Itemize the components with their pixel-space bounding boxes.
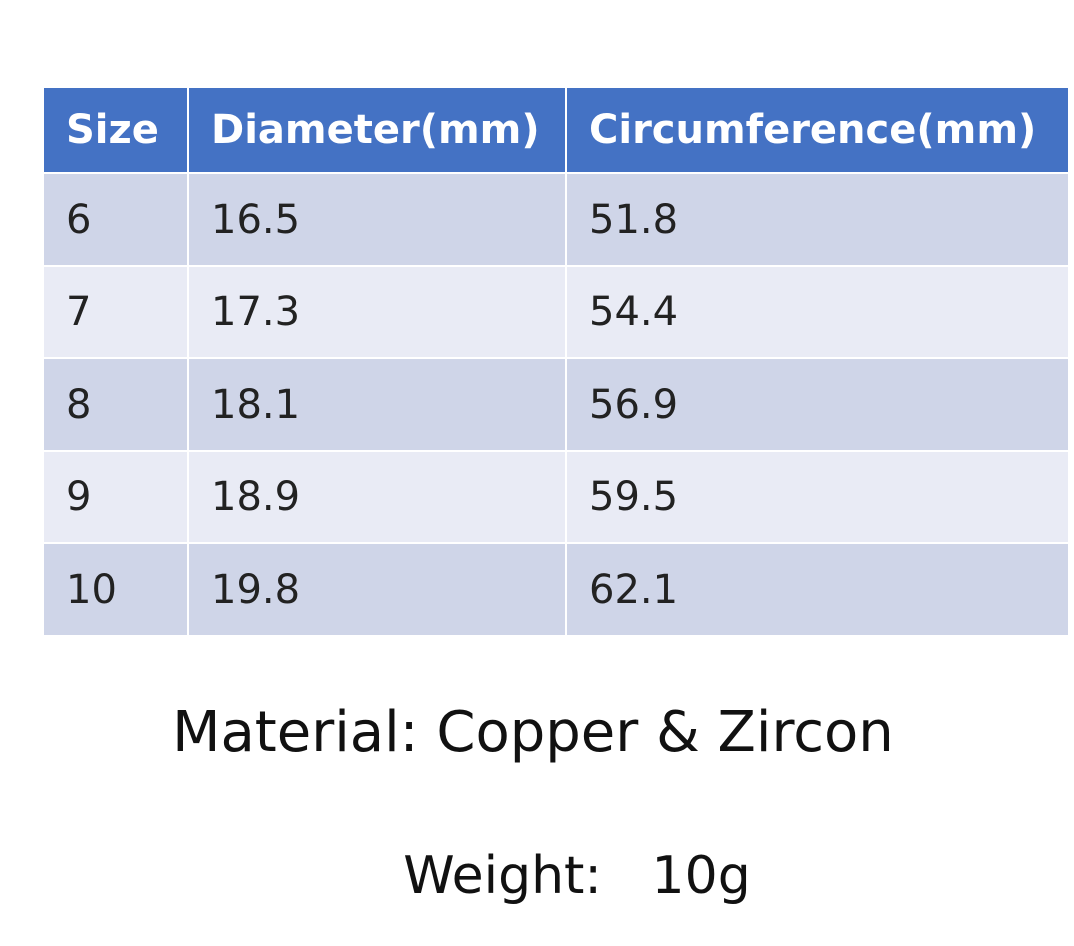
header-cell: Diameter(mm) (187, 86, 567, 174)
size-table: Size Diameter(mm) Circumference(mm) 6 16.5 51… (42, 86, 1070, 637)
table-cell: 51.8 (565, 172, 1070, 267)
table-row: 9 18.9 59.5 (42, 450, 1070, 544)
table-cell: 54.4 (565, 265, 1070, 359)
header-cell: Circumference(mm) (565, 86, 1070, 174)
table-row: 7 17.3 54.4 (42, 265, 1070, 359)
table-row: 8 18.1 56.9 (42, 357, 1070, 452)
table-cell: 56.9 (565, 357, 1070, 452)
weight-text: Weight: 10g (403, 846, 751, 906)
table-cell: 59.5 (565, 450, 1070, 544)
table-row: 10 19.8 62.1 (42, 542, 1070, 637)
table-cell: 8 (42, 357, 189, 452)
header-row: Size Diameter(mm) Circumference(mm) (42, 86, 1070, 174)
table-cell: 16.5 (187, 172, 567, 267)
table-cell: 17.3 (187, 265, 567, 359)
table-cell: 7 (42, 265, 189, 359)
table-cell: 9 (42, 450, 189, 544)
table-cell: 19.8 (187, 542, 567, 637)
table-cell: 18.1 (187, 357, 567, 452)
material-text: Material: Copper & Zircon (172, 700, 894, 765)
table-row: 6 16.5 51.8 (42, 172, 1070, 267)
table-cell: 10 (42, 542, 189, 637)
table-cell: 6 (42, 172, 189, 267)
table-cell: 62.1 (565, 542, 1070, 637)
table-cell: 18.9 (187, 450, 567, 544)
header-cell: Size (42, 86, 189, 174)
